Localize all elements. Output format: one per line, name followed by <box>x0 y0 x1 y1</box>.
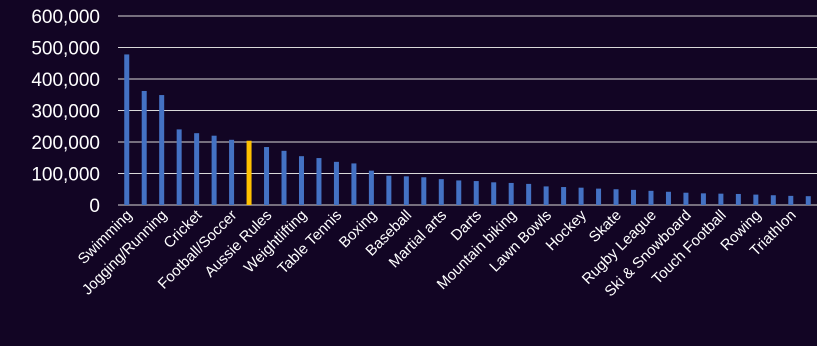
bar <box>805 196 811 205</box>
bar <box>491 182 497 205</box>
y-tick-label: 100,000 <box>31 165 100 186</box>
bar <box>753 194 759 205</box>
bar <box>473 181 479 205</box>
bar <box>124 54 130 206</box>
bar <box>421 177 427 205</box>
bar <box>194 133 200 205</box>
y-tick-label: 300,000 <box>31 102 100 123</box>
y-axis-tick-labels: 600,000 500,000 400,000 300,000 200,000 100,0… <box>31 7 100 217</box>
bar <box>631 189 637 205</box>
bar <box>159 95 165 205</box>
bar <box>438 179 444 205</box>
bar <box>613 189 619 205</box>
bar <box>316 158 322 205</box>
bar <box>700 193 706 205</box>
bar <box>648 190 654 205</box>
bar <box>578 187 584 205</box>
bar <box>229 139 235 205</box>
bar <box>141 90 147 205</box>
bar <box>176 129 182 205</box>
x-axis-tick-labels: SwimmingJogging/RunningCricketFootball/S… <box>75 206 800 300</box>
bar <box>561 187 567 205</box>
y-tick-label: 600,000 <box>31 7 100 28</box>
bar <box>683 192 689 205</box>
bar <box>508 182 514 205</box>
bar <box>298 156 304 205</box>
bar <box>718 193 724 205</box>
bar <box>456 180 462 205</box>
bar <box>281 150 287 205</box>
y-tick-label: 200,000 <box>31 133 100 154</box>
bar <box>368 170 374 205</box>
bar <box>526 183 532 205</box>
bar <box>351 163 357 205</box>
bar <box>246 140 252 205</box>
y-tick-label: 0 <box>89 196 100 217</box>
bar <box>543 186 549 205</box>
bar <box>211 135 217 205</box>
bar <box>333 161 339 205</box>
bar <box>264 147 270 205</box>
y-tick-label: 400,000 <box>31 70 100 91</box>
bar <box>665 191 671 205</box>
gridlines <box>118 15 817 206</box>
bar <box>403 176 409 205</box>
bar <box>788 195 794 205</box>
bars <box>124 54 811 206</box>
bar <box>735 193 741 205</box>
bar <box>386 175 392 205</box>
y-tick-label: 500,000 <box>31 39 100 60</box>
bar <box>770 195 776 205</box>
bar <box>596 188 602 205</box>
